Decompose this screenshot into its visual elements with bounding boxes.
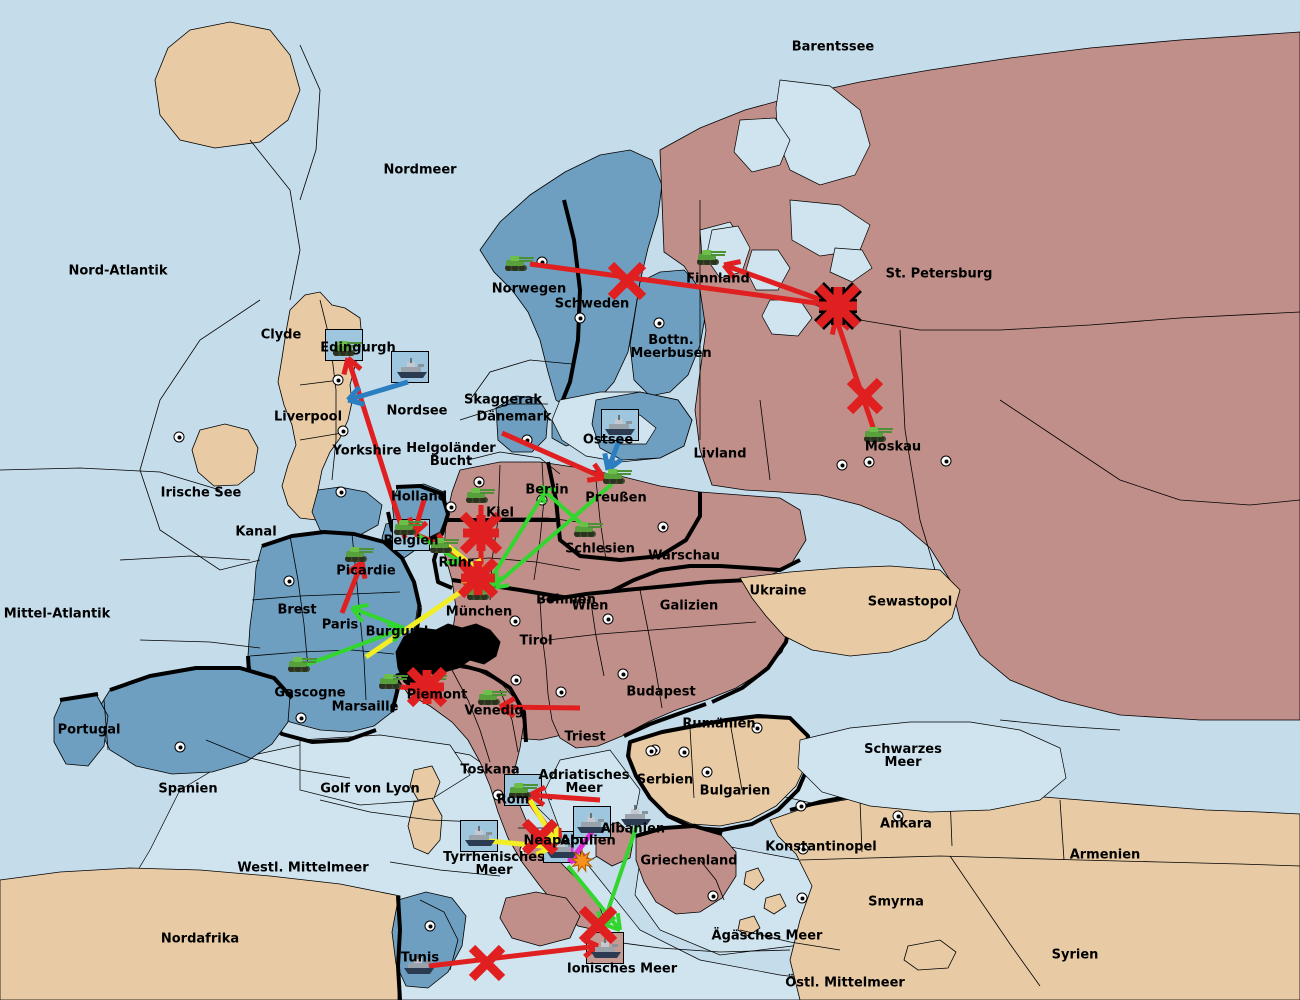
supply-center-dot bbox=[283, 575, 295, 587]
army-ruhr[interactable] bbox=[427, 536, 461, 560]
fleet-tyrrhen[interactable] bbox=[463, 826, 497, 852]
army-kiel[interactable] bbox=[463, 486, 497, 510]
fleet-tunis[interactable] bbox=[402, 954, 436, 980]
supply-center-dot bbox=[521, 434, 533, 446]
supply-center-dot bbox=[332, 374, 344, 386]
army-edinburgh[interactable] bbox=[330, 339, 364, 363]
supply-center-dot bbox=[536, 494, 548, 506]
supply-center-dot bbox=[796, 892, 808, 904]
supply-center-dot bbox=[519, 844, 531, 856]
supply-center-dot bbox=[335, 486, 347, 498]
fleet-ionisches[interactable] bbox=[589, 938, 623, 964]
supply-center-dot bbox=[795, 800, 807, 812]
supply-center-dot bbox=[510, 674, 522, 686]
army-piemont-2[interactable] bbox=[415, 672, 449, 696]
supply-center-dot bbox=[836, 459, 848, 471]
army-schlesien[interactable] bbox=[571, 520, 605, 544]
fleet-nordsee[interactable] bbox=[395, 358, 429, 384]
army-belgien[interactable] bbox=[391, 518, 425, 542]
supply-center-dot bbox=[295, 712, 307, 724]
supply-center-dot bbox=[174, 741, 186, 753]
supply-center-dot bbox=[707, 890, 719, 902]
army-rom[interactable] bbox=[506, 781, 540, 805]
supply-center-dot bbox=[509, 615, 521, 627]
supply-center-dot bbox=[863, 456, 875, 468]
army-piemont[interactable] bbox=[376, 672, 410, 696]
army-muenchen[interactable] bbox=[464, 583, 498, 607]
supply-center-dot bbox=[445, 501, 457, 513]
army-venedig[interactable] bbox=[475, 688, 509, 712]
army-picardie[interactable] bbox=[342, 545, 376, 569]
army-moskau[interactable] bbox=[861, 425, 895, 449]
army-norwegen[interactable] bbox=[502, 254, 536, 278]
fleet-albanien[interactable] bbox=[619, 805, 653, 831]
fleet-neapel[interactable] bbox=[545, 838, 579, 864]
supply-center-dot bbox=[701, 766, 713, 778]
supply-center-dot bbox=[602, 613, 614, 625]
supply-center-dot bbox=[492, 789, 504, 801]
supply-center-dot bbox=[473, 476, 485, 488]
supply-center-dot bbox=[653, 317, 665, 329]
supply-center-dot bbox=[337, 425, 349, 437]
supply-center-dot bbox=[424, 920, 436, 932]
army-finnland[interactable] bbox=[694, 248, 728, 272]
fleet-ostsee[interactable] bbox=[603, 415, 637, 441]
supply-center-dot bbox=[645, 745, 657, 757]
supply-center-dot bbox=[657, 521, 669, 533]
supply-center-dot bbox=[555, 686, 567, 698]
supply-center-dot bbox=[678, 746, 690, 758]
supply-center-dot bbox=[536, 256, 548, 268]
supply-center-dot bbox=[797, 843, 809, 855]
army-preussen[interactable] bbox=[600, 467, 634, 491]
supply-center-dot bbox=[574, 312, 586, 324]
fleet-apulien[interactable] bbox=[575, 813, 609, 839]
supply-center-dot bbox=[617, 668, 629, 680]
supply-center-dot bbox=[173, 431, 185, 443]
supply-center-dot bbox=[751, 722, 763, 734]
army-gascogne[interactable] bbox=[285, 655, 319, 679]
supply-center-dot bbox=[892, 810, 904, 822]
supply-center-dot bbox=[940, 455, 952, 467]
